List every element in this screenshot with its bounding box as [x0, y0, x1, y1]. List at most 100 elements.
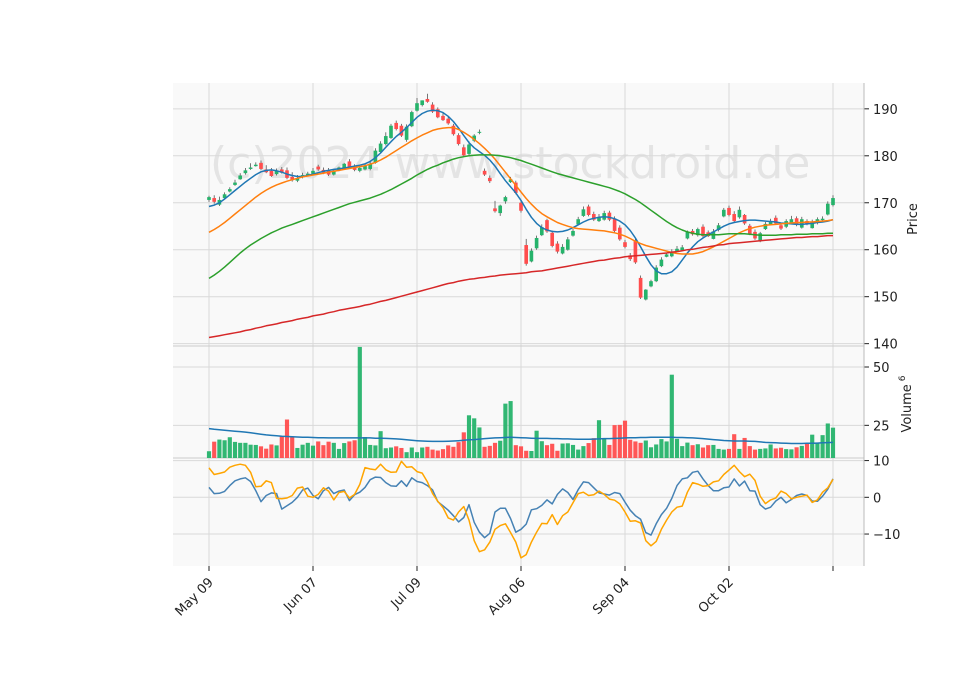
candle-body [378, 143, 383, 153]
candle-body [425, 98, 430, 102]
volume-bar [565, 443, 570, 458]
volume-bar [513, 445, 518, 458]
volume-bar [222, 440, 227, 458]
volume-bar [425, 446, 430, 458]
volume-bar [804, 444, 810, 458]
volume-bar [576, 449, 581, 458]
volume-bar [685, 442, 690, 458]
volume-bar [482, 446, 487, 458]
volume-bar [414, 452, 420, 458]
volume-bar [269, 444, 274, 458]
candle-body [779, 225, 783, 229]
candle-body [290, 176, 295, 181]
candle-body [513, 182, 518, 193]
volume-bar [607, 444, 612, 458]
volume-bar [316, 441, 321, 458]
volume-bar [706, 445, 711, 458]
candle-body [207, 197, 211, 200]
candle-body [571, 230, 575, 236]
volume-bar [726, 448, 732, 458]
volume-bar [295, 447, 300, 458]
volume-bar [669, 374, 674, 458]
volume-bar [503, 403, 508, 458]
volume-bar [773, 448, 778, 458]
candle-body [768, 221, 773, 225]
candle-body [399, 125, 404, 136]
volume-bar [825, 423, 830, 458]
volume-bar [768, 444, 773, 458]
volume-bar [539, 441, 544, 458]
moving-average-line [208, 126, 834, 255]
candle-body [357, 168, 362, 171]
y-tick-label: 0 [873, 491, 881, 506]
candle-body [555, 243, 560, 252]
macd-plot [208, 460, 834, 559]
volume-bar [617, 424, 622, 458]
x-tick-label: Jul 09 [388, 575, 425, 612]
candle-body [274, 170, 279, 175]
volume-bar [518, 446, 524, 458]
volume-bar [633, 441, 638, 458]
volume-bar [394, 446, 399, 458]
candle-body [253, 164, 258, 167]
candle-body [664, 254, 669, 257]
volume-bar [612, 425, 617, 458]
volume-bar [628, 439, 633, 458]
volume-bar [472, 418, 477, 458]
candle-body [222, 194, 227, 199]
volume-bar [815, 442, 820, 458]
volume-bar [586, 443, 591, 458]
candle-body [727, 207, 731, 215]
x-tick-label: May 09 [173, 575, 217, 619]
volume-bar [659, 439, 664, 458]
volume-bar [524, 450, 529, 458]
volume-bar [758, 448, 763, 458]
candle-body [685, 231, 690, 239]
volume-bar [456, 442, 461, 458]
volume-bar [529, 451, 534, 458]
candle-body [550, 232, 555, 246]
x-tick-label: Sep 04 [590, 575, 633, 618]
candle-body [435, 109, 440, 118]
volume-bar [690, 445, 695, 458]
candle-body [415, 103, 419, 111]
volume-bar [435, 450, 440, 458]
volume-bar [742, 437, 747, 458]
volume-bar [534, 430, 539, 458]
volume-bar [570, 444, 576, 458]
volume-bar [638, 442, 643, 458]
volume-bar [581, 446, 586, 458]
candle-body [758, 233, 763, 242]
candle-body [467, 144, 471, 154]
y-tick-label: 10 [873, 455, 890, 470]
candle-body [295, 178, 300, 181]
candle-body [581, 209, 586, 216]
candle-body [498, 205, 503, 214]
volume-bar [711, 444, 716, 458]
candle-body [669, 252, 674, 257]
candle-body [732, 214, 737, 222]
candle-body [446, 118, 451, 124]
candle-body [649, 281, 653, 287]
candle-body [560, 246, 565, 254]
volume-bar [227, 437, 232, 458]
y-tick-label: 180 [873, 150, 898, 165]
volume-bar [487, 445, 492, 458]
volume-bar [591, 438, 596, 458]
candle-body [383, 136, 388, 145]
volume-bar [555, 450, 560, 458]
candle-body [659, 259, 664, 267]
candle-body [347, 161, 352, 168]
volume-bar [352, 440, 357, 458]
candle-body [597, 216, 601, 222]
volume-bar [420, 447, 425, 458]
volume-bar [747, 446, 752, 458]
volume-bar [232, 441, 238, 458]
volume-bar [477, 427, 482, 458]
volume-bar [492, 442, 498, 458]
candle-body [820, 218, 825, 221]
candle-body [763, 223, 768, 230]
volume-axis-label: Volume 6 [898, 375, 915, 432]
candle-body [238, 175, 243, 180]
